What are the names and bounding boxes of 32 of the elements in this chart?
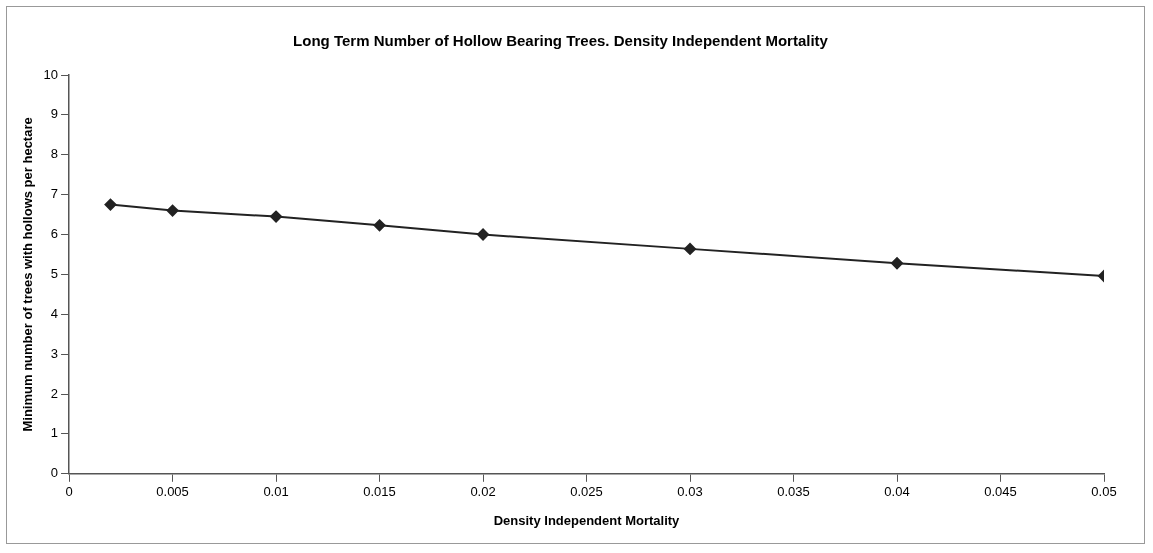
- chart-title: Long Term Number of Hollow Bearing Trees. Density Independent Mortality: [293, 32, 829, 50]
- x-tick-label: 0: [65, 484, 73, 500]
- point: [477, 228, 490, 241]
- y-tick-label: 4: [50, 305, 59, 321]
- y-tick-label: 9: [50, 106, 59, 122]
- x-tick-label: 0.045: [984, 484, 1017, 500]
- point: [373, 219, 386, 232]
- point: [104, 198, 117, 211]
- y-tick-label: 1: [50, 425, 59, 441]
- y-tick-label: 7: [50, 186, 59, 202]
- point: [684, 242, 697, 255]
- x-tick-label: 0.02: [470, 484, 496, 500]
- x-axis-title: Density Independent Mortality: [493, 512, 681, 528]
- point: [891, 257, 904, 270]
- x-tick-label: 0.05: [1091, 484, 1117, 500]
- y-tick-label: 8: [50, 146, 59, 162]
- y-tick-label: 3: [50, 345, 59, 361]
- x-tick-label: 0.03: [677, 484, 703, 500]
- y-tick-label: 10: [43, 66, 59, 82]
- x-tick-label: 0.01: [263, 484, 289, 500]
- y-tick-label: 2: [50, 385, 59, 401]
- x-tick-label: 0.035: [777, 484, 810, 500]
- x-tick-label: 0.005: [156, 484, 189, 500]
- point: [166, 204, 179, 217]
- x-tick-label: 0.04: [884, 484, 910, 500]
- x-tick-label: 0.015: [363, 484, 396, 500]
- y-tick-label: 5: [50, 265, 59, 281]
- y-tick-label: 0: [50, 465, 59, 481]
- x-tick-label: 0.025: [570, 484, 603, 500]
- y-axis-title: Minimum number of trees with hollows per hectare: [20, 117, 36, 432]
- y-tick-label: 6: [50, 226, 59, 242]
- point: [270, 210, 283, 223]
